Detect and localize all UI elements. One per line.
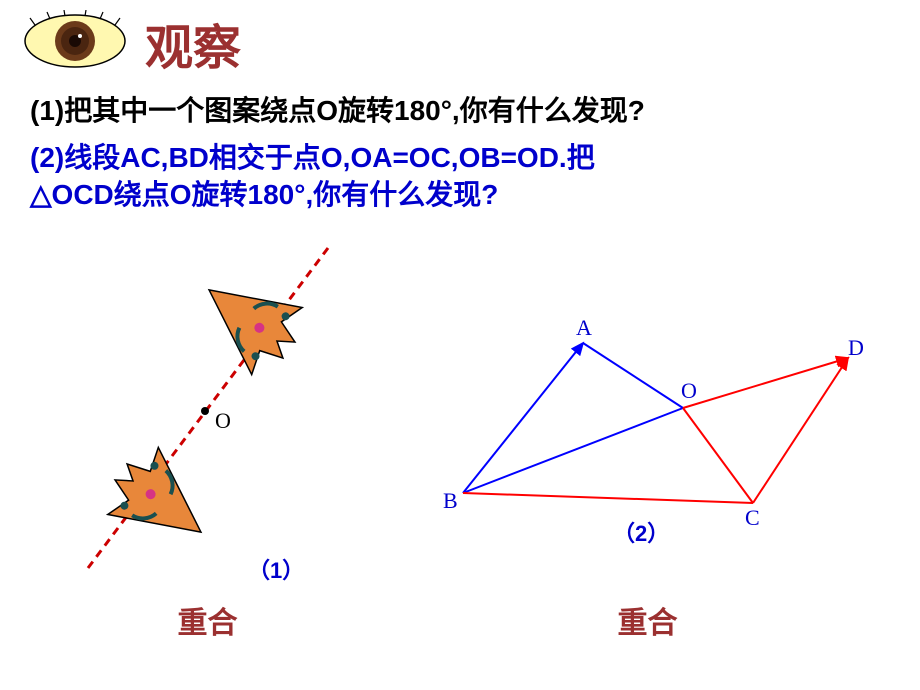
figure-2: A B C D O （2） 重合 [433,313,863,642]
figure1-answer: 重合 [58,598,358,642]
svg-text:B: B [443,488,458,513]
question-2-line1: (2)线段AC,BD相交于点O,OA=OC,OB=OD.把 [30,142,595,173]
svg-text:O: O [681,378,697,403]
header: 观察 [0,0,920,86]
svg-text:A: A [576,315,592,340]
question-2-line2: △OCD绕点O旋转180°,你有什么发现? [30,179,498,210]
svg-text:D: D [848,335,863,360]
figure2-answer: 重合 [433,598,863,642]
page-title: 观察 [145,8,241,78]
eye-icon [20,10,130,77]
figure-1: O （1） 重合 [58,228,358,642]
question-1: (1)把其中一个图案绕点O旋转180°,你有什么发现? [0,86,920,135]
label-O: O [215,408,231,433]
question-2: (2)线段AC,BD相交于点O,OA=OC,OB=OD.把 △OCD绕点O旋转1… [0,135,920,218]
figures-area: O （1） 重合 [0,218,920,642]
svg-text:（2）: （2） [613,521,669,546]
figure1-label: （1） [248,558,304,583]
svg-text:C: C [745,505,760,530]
